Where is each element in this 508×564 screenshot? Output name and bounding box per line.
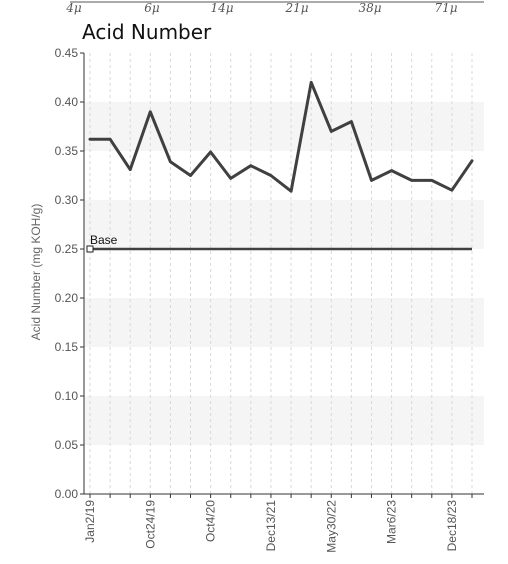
series-group (88, 80, 474, 193)
y-tick-label: 0.40 (55, 95, 79, 109)
chart-bands (84, 102, 484, 445)
x-tick-label: Dec18/23 (445, 500, 459, 552)
y-tick-label: 0.25 (55, 242, 79, 256)
y-tick-label: 0.20 (55, 291, 79, 305)
y-tick-label: 0.05 (55, 438, 79, 452)
y-axis-title: Acid Number (mg KOH/g) (29, 204, 43, 341)
x-tick-label: Mar6/23 (385, 500, 399, 544)
top-axis-tick-label: 14μ (210, 1, 233, 15)
x-tick-label: Oct24/19 (143, 500, 157, 549)
top-axis-tick-label: 38μ (358, 1, 381, 15)
chart-band (84, 200, 484, 249)
x-tick-label: May30/22 (324, 500, 338, 553)
baseline: Base (86, 233, 472, 253)
chart-band (84, 396, 484, 445)
top-axis-tick-label: 71μ (434, 1, 457, 15)
chart-band (84, 298, 484, 347)
top-axis-tick-label: 4μ (65, 1, 82, 15)
y-tick-label: 0.45 (55, 46, 79, 60)
y-axis-ticks: 0.00 0.05 0.10 0.15 0.20 0.25 0.30 0.35 0.40 0.45 (55, 46, 84, 501)
top-axis-tick-label: 21μ (284, 1, 308, 15)
series-line (88, 80, 474, 193)
y-tick-label: 0.00 (55, 487, 79, 501)
chart-grid (89, 53, 473, 494)
top-axis-tick-label: 6μ (144, 1, 160, 15)
y-tick-label: 0.10 (55, 389, 79, 403)
y-tick-label: 0.35 (55, 144, 79, 158)
x-axis-ticks: Jan2/19 Oct24/19 Oct4/20 Dec13/21 May30/22 Ma… (83, 494, 473, 553)
y-tick-label: 0.30 (55, 193, 79, 207)
y-tick-label: 0.15 (55, 340, 79, 354)
x-tick-label: Dec13/21 (264, 500, 278, 552)
chart-title: Acid Number (82, 20, 212, 44)
baseline-marker (86, 245, 94, 253)
top-axis: 4μ 6μ 14μ 21μ 38μ 71μ (65, 1, 484, 15)
x-tick-label: Jan2/19 (83, 500, 97, 543)
x-tick-label: Oct4/20 (204, 500, 218, 542)
baseline-label: Base (90, 233, 118, 247)
